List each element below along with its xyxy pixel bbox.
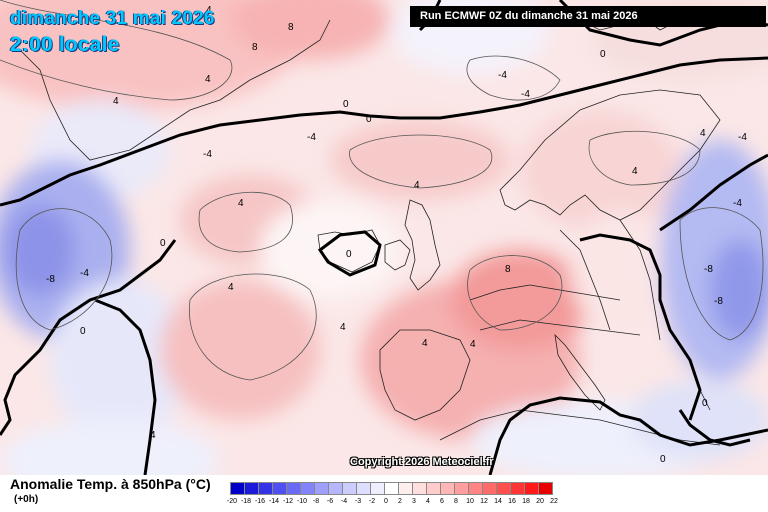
contour-label: 8 xyxy=(505,264,511,275)
colorbar-swatch xyxy=(244,482,259,495)
colorbar-swatch xyxy=(384,482,399,495)
contour-label: -8 xyxy=(714,296,723,307)
colorbar-tick-label: 3 xyxy=(412,498,416,505)
contour-label: 4 xyxy=(470,339,476,350)
colorbar-tick-label: -2 xyxy=(368,498,376,505)
colorbar-swatch xyxy=(230,482,245,495)
contour-label: 8 xyxy=(288,22,294,33)
colorbar-tick-label: -20 xyxy=(226,498,238,505)
contour-label: 4 xyxy=(205,74,211,85)
run-info-banner: Run ECMWF 0Z du dimanche 31 mai 2026 xyxy=(410,6,766,27)
colorbar-tick-label: -4 xyxy=(340,498,348,505)
colorbar-swatch xyxy=(300,482,315,495)
contour-label: 4 xyxy=(150,430,156,441)
colorbar-swatch xyxy=(314,482,329,495)
colorbar-tick-label: -12 xyxy=(282,498,294,505)
colorbar-swatch xyxy=(440,482,455,495)
colorbar-tick-label: 18 xyxy=(522,498,530,505)
colorbar-swatch xyxy=(496,482,511,495)
colorbar-swatch xyxy=(370,482,385,495)
contour-label: -8 xyxy=(46,274,55,285)
colorbar-tick-label: 14 xyxy=(494,498,502,505)
contour-label: 4 xyxy=(422,338,428,349)
colorbar-swatch xyxy=(426,482,441,495)
contour-label: 0 xyxy=(160,238,166,249)
contour-label: -4 xyxy=(80,268,89,279)
colorbar-tick-label: 4 xyxy=(426,498,430,505)
legend-title: Anomalie Temp. à 850hPa (°C) xyxy=(10,476,211,492)
contour-label: 4 xyxy=(206,5,212,16)
colorbar-tick-label: 0 xyxy=(384,498,388,505)
contour-label: -4 xyxy=(203,149,212,160)
contour-label: 4 xyxy=(632,166,638,177)
contour-label: 4 xyxy=(700,128,706,139)
contour-label: 4 xyxy=(228,282,234,293)
colorbar-tick-label: -8 xyxy=(312,498,320,505)
colorbar-swatch xyxy=(356,482,371,495)
colorbar-swatch xyxy=(454,482,469,495)
anomaly-map: 4 8 8 4 4 0 0 -4 -4 4 0 0 -8 -4 4 0 4 4 … xyxy=(0,0,768,475)
colorbar-tick-label: -18 xyxy=(240,498,252,505)
contour-label: 0 xyxy=(346,249,352,260)
contour-lines xyxy=(0,0,764,381)
colorbar-swatch xyxy=(538,482,553,495)
forecast-time: 2:00 locale xyxy=(10,33,120,56)
contour-label: 4 xyxy=(414,180,420,191)
forecast-date: dimanche 31 mai 2026 xyxy=(10,8,215,29)
contour-label: 8 xyxy=(252,42,258,53)
colorbar-tick-label: -14 xyxy=(268,498,280,505)
colorbar-tick-label: 6 xyxy=(440,498,444,505)
contour-label: 0 xyxy=(702,398,708,409)
contour-labels: 4 8 8 4 4 0 0 -4 -4 4 0 0 -8 -4 4 0 4 4 … xyxy=(46,5,747,465)
colorbar-swatch xyxy=(524,482,539,495)
colorbar-swatch xyxy=(510,482,525,495)
colorbar-swatch xyxy=(398,482,413,495)
contour-label: 0 xyxy=(80,326,86,337)
contour-label: 0 xyxy=(366,114,372,125)
legend: Anomalie Temp. à 850hPa (°C) (+0h) -20 -1… xyxy=(0,475,768,512)
colorbar-tick-label: 10 xyxy=(466,498,474,505)
legend-subtitle: (+0h) xyxy=(14,494,39,505)
contour-label: 4 xyxy=(340,322,346,333)
colorbar-tick-label: -16 xyxy=(254,498,266,505)
colorbar-tick-label: 22 xyxy=(550,498,558,505)
contour-label: -4 xyxy=(307,132,316,143)
contour-label: -8 xyxy=(704,264,713,275)
contour-label: 0 xyxy=(600,49,606,60)
colorbar-swatch xyxy=(342,482,357,495)
contour-label: 4 xyxy=(238,198,244,209)
copyright-notice: Copyright 2026 Meteociel.fr xyxy=(350,456,494,468)
colorbar-tick-label: 12 xyxy=(480,498,488,505)
colorbar-swatch xyxy=(258,482,273,495)
colorbar-tick-label: -6 xyxy=(326,498,334,505)
colorbar-tick-label: 20 xyxy=(536,498,544,505)
contour-label: 4 xyxy=(113,96,119,107)
colorbar-swatch xyxy=(328,482,343,495)
colorbar-swatch xyxy=(482,482,497,495)
colorbar-swatch xyxy=(272,482,287,495)
colorbar xyxy=(230,482,553,495)
contour-label: 0 xyxy=(660,454,666,465)
colorbar-tick-label: 16 xyxy=(508,498,516,505)
colorbar-tick-labels: -20 -18 -16 -14 -12 -10 -8 -6 -4 -3 -2 0 2 3 4 6 8 10 12 14… xyxy=(226,498,575,508)
colorbar-tick-label: 2 xyxy=(398,498,402,505)
contour-label: -4 xyxy=(733,198,742,209)
contour-label: -4 xyxy=(498,70,507,81)
colorbar-tick-label: 8 xyxy=(454,498,458,505)
colorbar-swatch xyxy=(412,482,427,495)
anomaly-field xyxy=(0,0,768,475)
colorbar-tick-label: -10 xyxy=(296,498,308,505)
colorbar-swatch xyxy=(286,482,301,495)
colorbar-swatch xyxy=(468,482,483,495)
contour-label: -4 xyxy=(738,132,747,143)
contour-label: 0 xyxy=(343,99,349,110)
contour-label: -4 xyxy=(521,89,530,100)
colorbar-tick-label: -3 xyxy=(354,498,362,505)
